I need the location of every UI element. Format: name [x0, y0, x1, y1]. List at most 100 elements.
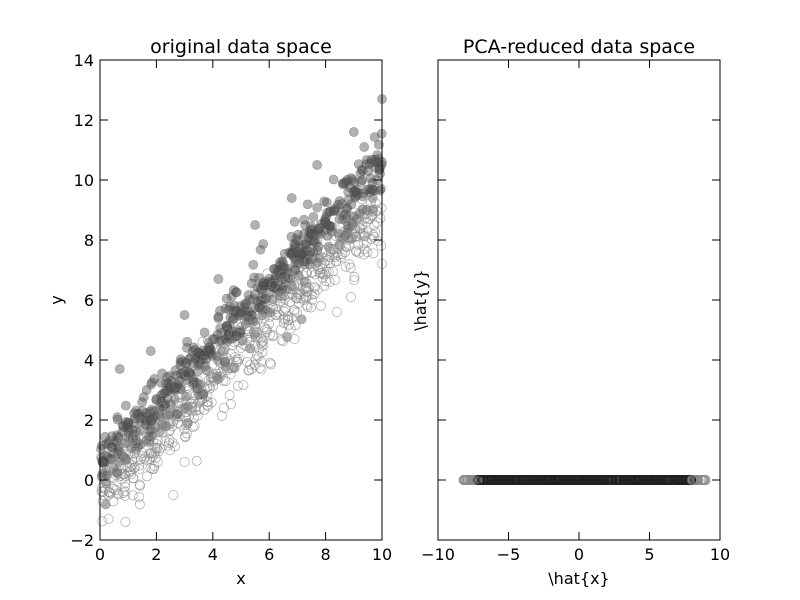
- left-point-series-1: [213, 274, 224, 284]
- left-point-series-1: [330, 203, 341, 214]
- left-point-series-1: [371, 157, 382, 167]
- left-point-series-2: [330, 274, 341, 285]
- left-point-series-2: [262, 268, 273, 279]
- left-point-series-1: [220, 303, 231, 314]
- left-point-series-1: [151, 394, 162, 404]
- left-point-series-1: [145, 406, 156, 417]
- left-point-series-1: [361, 155, 372, 165]
- left-y-axis-label: y: [47, 295, 66, 304]
- left-point-series-2: [120, 477, 131, 488]
- left-point-series-1: [228, 305, 239, 316]
- left-point-series-1: [350, 191, 361, 201]
- left-point-series-2: [257, 335, 268, 346]
- left-point-series-1: [295, 242, 305, 253]
- left-point-series-2: [164, 399, 175, 410]
- left-point-series-2: [269, 279, 280, 290]
- left-point-series-1: [188, 342, 199, 353]
- left-point-series-1: [224, 301, 235, 312]
- left-point-series-1: [319, 216, 330, 227]
- left-point-series-2: [346, 212, 357, 223]
- left-point-series-1: [369, 154, 380, 165]
- left-point-series-2: [157, 415, 168, 426]
- left-y-tick-label: 8: [84, 231, 94, 250]
- left-point-series-2: [345, 291, 356, 302]
- left-point-series-2: [120, 490, 131, 501]
- left-point-series-1: [158, 388, 168, 399]
- left-point-series-1: [348, 187, 359, 197]
- left-point-series-2: [292, 282, 303, 293]
- right-point: [698, 474, 709, 485]
- left-point-series-1: [359, 142, 370, 152]
- left-point-series-1: [367, 184, 377, 195]
- left-point-series-1: [179, 310, 190, 320]
- left-point-series-1: [224, 304, 234, 315]
- left-point-series-2: [302, 291, 313, 302]
- left-point-series-1: [203, 345, 214, 356]
- left-point-series-1: [228, 314, 239, 325]
- left-point-series-2: [362, 247, 373, 258]
- left-point-series-2: [134, 499, 145, 510]
- left-point-series-2: [123, 449, 134, 460]
- left-point-series-2: [173, 417, 184, 428]
- left-point-series-2: [203, 401, 214, 412]
- left-point-series-1: [279, 248, 290, 259]
- left-point-series-2: [225, 369, 236, 380]
- left-point-series-2: [191, 455, 202, 466]
- left-point-series-1: [291, 234, 302, 244]
- left-point-series-2: [132, 437, 143, 448]
- left-x-tick-label: 6: [264, 545, 274, 564]
- left-point-series-2: [357, 219, 368, 230]
- left-point-series-1: [133, 409, 144, 420]
- left-point-series-1: [178, 367, 188, 378]
- left-point-series-2: [144, 436, 155, 447]
- left-y-tick-label: 14: [74, 51, 94, 70]
- left-point-series-1: [312, 228, 323, 239]
- left-point-series-2: [167, 409, 178, 420]
- left-point-series-1: [353, 159, 364, 170]
- right-point: [602, 474, 613, 485]
- right-point: [461, 474, 472, 485]
- left-point-series-1: [293, 229, 304, 240]
- left-point-series-1: [96, 444, 106, 454]
- left-point-series-1: [346, 199, 357, 210]
- left-point-series-1: [325, 222, 335, 233]
- left-point-series-1: [96, 452, 107, 463]
- left-point-series-2: [193, 381, 204, 392]
- left-point-series-1: [289, 252, 300, 263]
- left-point-series-1: [244, 306, 255, 317]
- left-point-series-2: [349, 275, 360, 286]
- left-point-series-1: [117, 420, 128, 431]
- left-point-series-1: [117, 427, 128, 437]
- left-point-series-1: [212, 329, 223, 340]
- left-point-series-1: [356, 164, 367, 175]
- left-point-series-1: [129, 413, 140, 424]
- left-point-series-2: [224, 390, 235, 401]
- left-x-tick-label: 4: [208, 545, 218, 564]
- left-point-series-1: [141, 415, 152, 426]
- left-point-series-1: [213, 313, 224, 324]
- left-point-series-1: [171, 370, 182, 381]
- left-point-series-1: [302, 199, 313, 210]
- left-point-series-1: [322, 207, 333, 218]
- left-point-series-1: [135, 413, 146, 424]
- left-point-series-2: [250, 327, 261, 338]
- left-point-series-2: [227, 363, 238, 374]
- left-point-series-2: [334, 240, 345, 251]
- left-point-series-1: [274, 260, 285, 271]
- left-point-series-2: [249, 315, 260, 326]
- left-point-series-1: [290, 239, 301, 250]
- left-point-series-1: [221, 320, 232, 331]
- left-point-series-2: [244, 365, 255, 376]
- right-point: [610, 474, 621, 485]
- right-point: [580, 474, 591, 485]
- left-point-series-1: [327, 221, 338, 232]
- left-point-series-1: [156, 377, 166, 388]
- left-point-series-1: [146, 404, 157, 415]
- right-point: [649, 474, 660, 485]
- left-point-series-2: [275, 324, 286, 335]
- left-point-series-1: [222, 321, 232, 331]
- left-point-series-1: [356, 176, 367, 187]
- right-panel: PCA-reduced data space −10 −5 0 5 10 \hat{x}…: [411, 36, 730, 588]
- left-point-series-2: [238, 379, 249, 390]
- left-point-series-2: [376, 240, 387, 251]
